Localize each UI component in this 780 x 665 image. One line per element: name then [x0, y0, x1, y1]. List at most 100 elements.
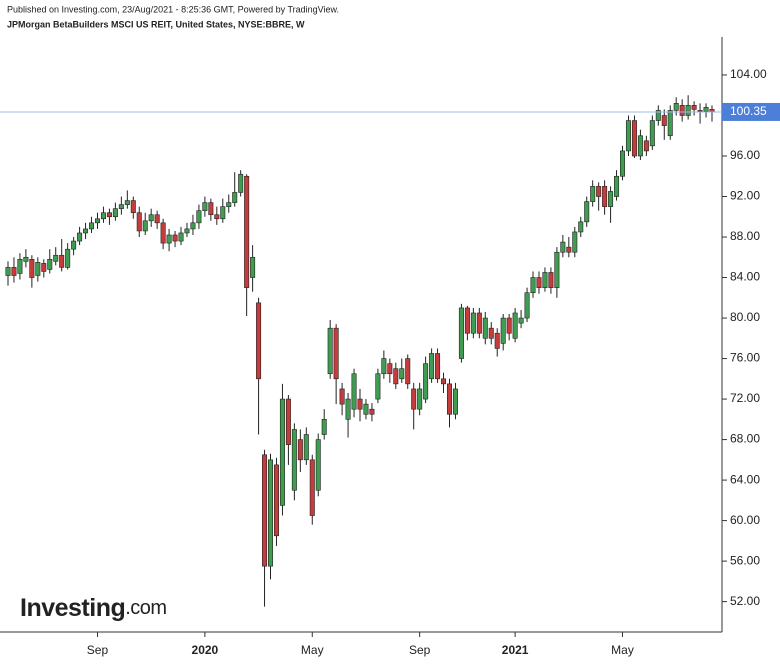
- candle-body: [262, 454, 268, 567]
- candle-body: [250, 256, 256, 278]
- candle-body: [89, 222, 95, 230]
- logo-suffix: .com: [125, 597, 166, 619]
- candle-body: [124, 200, 130, 205]
- candle-body: [596, 186, 602, 197]
- candle-body: [512, 312, 518, 339]
- candle-body: [482, 317, 488, 339]
- logo-brand-text: Investing: [20, 594, 125, 622]
- y-tick-label: 104.00: [730, 67, 767, 81]
- y-tick-label: 88.00: [730, 229, 760, 243]
- candle-body: [142, 220, 148, 232]
- candle-body: [65, 248, 71, 268]
- candle-body: [363, 403, 369, 415]
- candle-body: [273, 464, 279, 537]
- candle-body: [23, 256, 29, 262]
- candle-body: [184, 228, 190, 234]
- candle-body: [130, 200, 136, 214]
- candle-body: [321, 419, 327, 435]
- candle-body: [226, 202, 232, 207]
- candle-body: [554, 251, 560, 288]
- candle-body: [393, 368, 399, 385]
- candle-body: [488, 327, 494, 339]
- candle-body: [452, 388, 458, 415]
- candle-body: [208, 202, 214, 216]
- candle-body: [47, 259, 53, 270]
- candle-body: [411, 388, 417, 410]
- x-tick-label: 2020: [192, 643, 219, 657]
- candle-body: [643, 140, 649, 152]
- candle-body: [667, 110, 673, 137]
- logo-brand: Investing.com: [20, 594, 167, 622]
- y-tick-label: 68.00: [730, 432, 760, 446]
- candle-body: [279, 398, 285, 506]
- candle-body: [446, 383, 452, 415]
- candle-body: [602, 186, 608, 207]
- candle-body: [458, 307, 464, 359]
- candle-body: [256, 302, 262, 380]
- candle-body: [679, 105, 685, 116]
- candle-body: [572, 231, 578, 253]
- candle-body: [71, 240, 77, 250]
- candle-body: [649, 120, 655, 147]
- candle-body: [178, 232, 184, 242]
- candle-body: [196, 210, 202, 224]
- candle-body: [232, 192, 238, 203]
- candle-body: [655, 110, 661, 121]
- candle-body: [160, 222, 166, 244]
- candle-body: [309, 459, 315, 516]
- candle-body: [17, 259, 23, 274]
- y-tick-label: 76.00: [730, 351, 760, 365]
- y-tick-label: 72.00: [730, 391, 760, 405]
- candle-body: [399, 368, 405, 380]
- candle-body: [136, 212, 142, 232]
- price-label: 100.35: [730, 104, 767, 118]
- candle-body: [148, 214, 154, 222]
- candle-body: [112, 208, 118, 218]
- candle-body: [190, 222, 196, 230]
- candle-body: [476, 312, 482, 334]
- candle-body: [470, 312, 476, 334]
- candle-body: [303, 434, 309, 461]
- candle-body: [77, 232, 83, 242]
- candle-body: [41, 263, 47, 272]
- candle-body: [387, 363, 393, 375]
- candle-body: [35, 262, 41, 276]
- candle-body: [685, 105, 691, 116]
- candle-body: [625, 120, 631, 152]
- candle-body: [106, 212, 112, 218]
- candle-body: [697, 110, 703, 112]
- candle-body: [524, 292, 530, 319]
- candle-body: [154, 214, 160, 224]
- candle-body: [53, 254, 59, 262]
- x-tick-label: 2021: [502, 643, 529, 657]
- chart-title: JPMorgan BetaBuilders MSCI US REIT, Unit…: [7, 19, 305, 29]
- candle-body: [548, 272, 554, 288]
- candle-body: [202, 202, 208, 211]
- y-tick-label: 60.00: [730, 513, 760, 527]
- candle-body: [214, 214, 220, 220]
- candle-body: [703, 107, 709, 112]
- candle-body: [118, 204, 124, 209]
- candle-body: [345, 398, 351, 420]
- candle-body: [494, 332, 500, 349]
- candle-body: [631, 120, 637, 157]
- candle-body: [94, 218, 100, 224]
- candle-body: [220, 206, 226, 220]
- candle-body: [536, 277, 542, 288]
- y-tick-label: 92.00: [730, 189, 760, 203]
- candle-body: [291, 429, 297, 491]
- candle-body: [506, 317, 512, 334]
- candle-body: [620, 150, 626, 177]
- candle-body: [578, 221, 584, 233]
- candle-body: [100, 212, 106, 220]
- x-tick-label: May: [301, 643, 324, 657]
- candle-body: [244, 175, 250, 288]
- x-tick-label: Sep: [409, 643, 431, 657]
- y-tick-label: 80.00: [730, 310, 760, 324]
- candle-body: [608, 191, 614, 207]
- candle-body: [29, 259, 35, 278]
- candle-body: [59, 254, 65, 268]
- candle-body: [661, 115, 667, 126]
- candle-body: [590, 186, 596, 202]
- y-tick-label: 52.00: [730, 594, 760, 608]
